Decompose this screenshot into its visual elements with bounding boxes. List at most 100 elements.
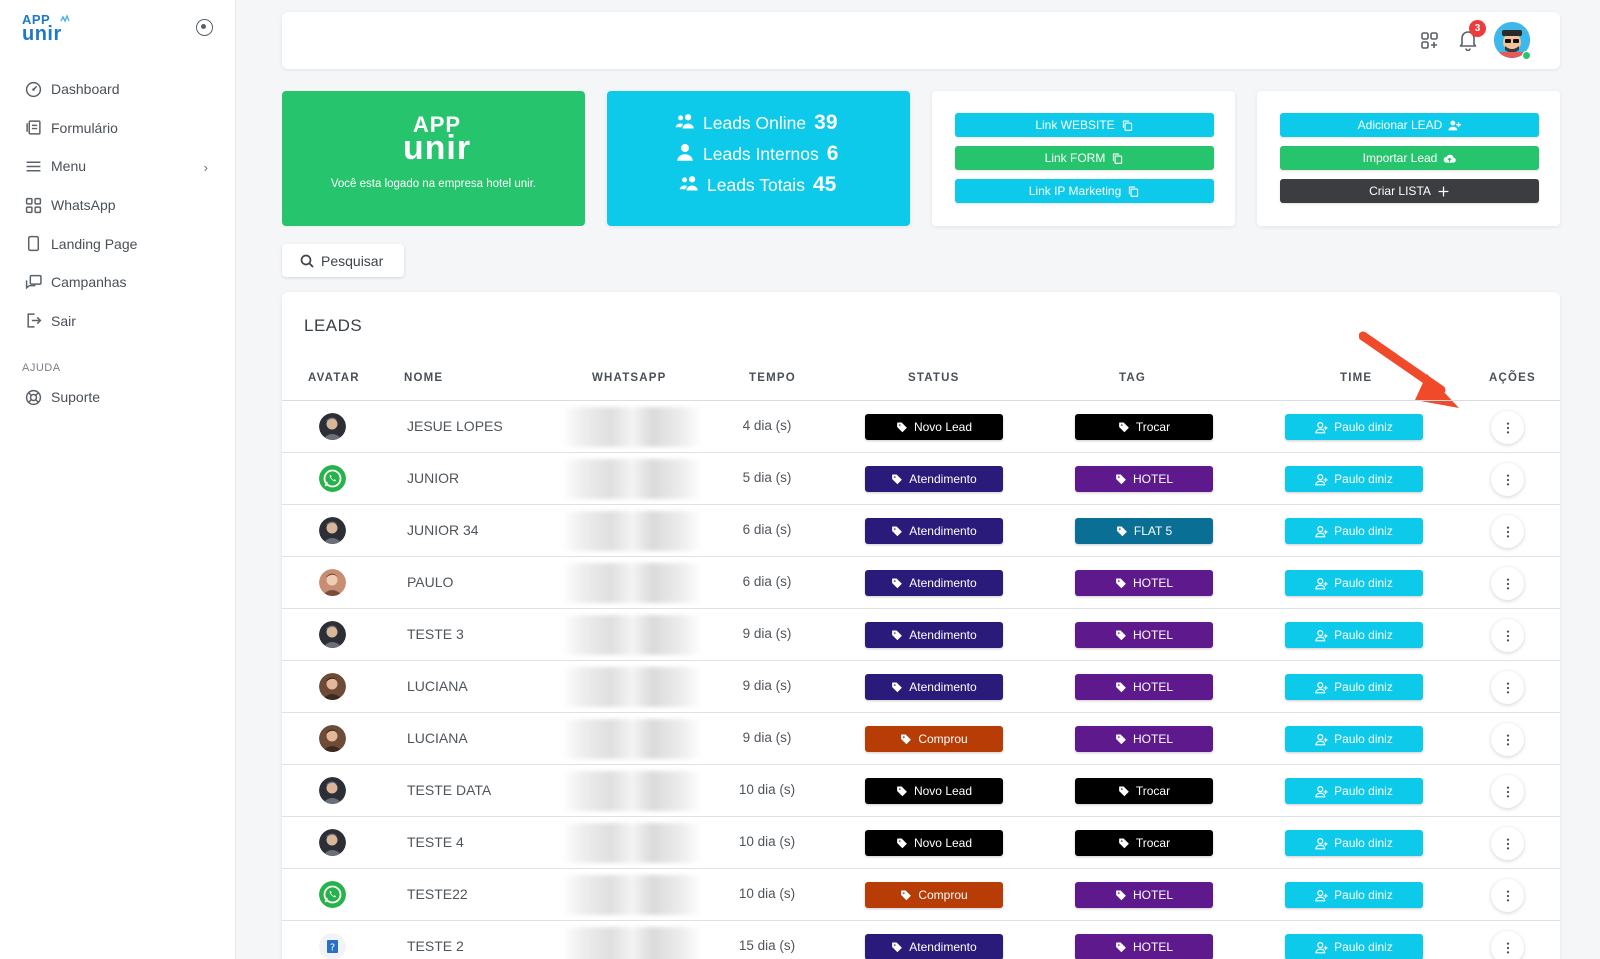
tag-badge[interactable]: HOTEL bbox=[1075, 674, 1213, 700]
team-button[interactable]: Paulo diniz bbox=[1285, 622, 1423, 648]
table-row[interactable]: LUCIANA 9 dia (s) Comprou HOTEL Paulo diniz bbox=[282, 713, 1560, 765]
logo-wave-icon bbox=[60, 14, 70, 23]
tag-badge[interactable]: HOTEL bbox=[1075, 570, 1213, 596]
status-badge[interactable]: Novo Lead bbox=[865, 830, 1003, 856]
table-row[interactable]: JUNIOR 34 6 dia (s) Atendimento FLAT 5 Paulo… bbox=[282, 505, 1560, 557]
team-button[interactable]: Paulo diniz bbox=[1285, 570, 1423, 596]
table-row[interactable]: ? TESTE 2 15 dia (s) Atendimento HOTEL Paulo… bbox=[282, 921, 1560, 959]
team-button[interactable]: Paulo diniz bbox=[1285, 778, 1423, 804]
sidebar-item-dashboard[interactable]: Dashboard bbox=[0, 70, 236, 109]
tag-badge[interactable]: HOTEL bbox=[1075, 934, 1213, 959]
tag-badge[interactable]: FLAT 5 bbox=[1075, 518, 1213, 544]
team-button[interactable]: Paulo diniz bbox=[1285, 830, 1423, 856]
sidebar-nav: Dashboard Formulário Menu › WhatsApp Landing … bbox=[0, 70, 236, 417]
row-actions-button[interactable] bbox=[1491, 671, 1524, 704]
row-actions-button[interactable] bbox=[1491, 515, 1524, 548]
user-photo-avatar bbox=[319, 569, 346, 596]
sidebar-item-sair[interactable]: Sair bbox=[0, 302, 236, 341]
row-actions-button[interactable] bbox=[1491, 827, 1524, 860]
search-button-label: Pesquisar bbox=[321, 252, 384, 269]
sidebar-item-formul-rio[interactable]: Formulário bbox=[0, 109, 236, 148]
status-badge[interactable]: Atendimento bbox=[865, 570, 1003, 596]
lead-avatar bbox=[319, 621, 346, 648]
tag-label: HOTEL bbox=[1132, 732, 1173, 746]
tag-badge[interactable]: Trocar bbox=[1075, 830, 1213, 856]
user-photo-avatar bbox=[319, 621, 346, 648]
lead-tempo: 10 dia (s) bbox=[738, 782, 796, 797]
status-badge[interactable]: Comprou bbox=[865, 882, 1003, 908]
status-badge[interactable]: Atendimento bbox=[865, 518, 1003, 544]
team-label: Paulo diniz bbox=[1334, 472, 1393, 486]
search-button[interactable]: Pesquisar bbox=[282, 244, 404, 277]
users-icon-wrap bbox=[679, 173, 699, 198]
tag-badge[interactable]: Trocar bbox=[1075, 778, 1213, 804]
team-button[interactable]: Paulo diniz bbox=[1285, 934, 1423, 959]
company-logo: APP unir bbox=[392, 114, 482, 166]
status-badge[interactable]: Atendimento bbox=[865, 622, 1003, 648]
row-actions-button[interactable] bbox=[1491, 463, 1524, 496]
actions-button-1[interactable]: Importar Lead bbox=[1280, 146, 1539, 170]
row-actions-button[interactable] bbox=[1491, 775, 1524, 808]
table-row[interactable]: LUCIANA 9 dia (s) Atendimento HOTEL Paulo di… bbox=[282, 661, 1560, 713]
app-logo[interactable]: APP unir bbox=[22, 13, 78, 44]
sidebar-item-whatsapp[interactable]: WhatsApp bbox=[0, 186, 236, 225]
team-button[interactable]: Paulo diniz bbox=[1285, 466, 1423, 492]
team-button[interactable]: Paulo diniz bbox=[1285, 414, 1423, 440]
tag-badge[interactable]: HOTEL bbox=[1075, 622, 1213, 648]
row-actions-button[interactable] bbox=[1491, 931, 1524, 959]
table-row[interactable]: JUNIOR 5 dia (s) Atendimento HOTEL Paulo din… bbox=[282, 453, 1560, 505]
team-label: Paulo diniz bbox=[1334, 628, 1393, 642]
status-badge[interactable]: Atendimento bbox=[865, 934, 1003, 959]
apps-add-icon[interactable] bbox=[1420, 31, 1440, 51]
tag-badge[interactable]: HOTEL bbox=[1075, 882, 1213, 908]
table-row[interactable]: JESUE LOPES 4 dia (s) Novo Lead Trocar Paulo… bbox=[282, 401, 1560, 453]
links-button-0[interactable]: Link WEBSITE bbox=[955, 113, 1214, 137]
sidebar-item-menu[interactable]: Menu › bbox=[0, 147, 236, 186]
status-badge[interactable]: Comprou bbox=[865, 726, 1003, 752]
row-actions-button[interactable] bbox=[1491, 567, 1524, 600]
logout-icon-wrap bbox=[24, 312, 42, 330]
team-button[interactable]: Paulo diniz bbox=[1285, 882, 1423, 908]
tag-label: HOTEL bbox=[1132, 576, 1173, 590]
table-row[interactable]: TESTE 4 10 dia (s) Novo Lead Trocar Paulo di… bbox=[282, 817, 1560, 869]
sidebar-item-suporte[interactable]: Suporte bbox=[0, 378, 236, 417]
status-badge[interactable]: Atendimento bbox=[865, 466, 1003, 492]
team-button[interactable]: Paulo diniz bbox=[1285, 674, 1423, 700]
team-button[interactable]: Paulo diniz bbox=[1285, 518, 1423, 544]
actions-button-2[interactable]: Criar LISTA bbox=[1280, 179, 1539, 203]
lead-avatar bbox=[319, 413, 346, 440]
online-status-dot bbox=[1522, 51, 1531, 60]
links-button-1[interactable]: Link FORM bbox=[955, 146, 1214, 170]
row-actions-button[interactable] bbox=[1491, 723, 1524, 756]
tag-icon bbox=[892, 474, 903, 485]
actions-button-0[interactable]: Adicionar LEAD bbox=[1280, 113, 1539, 137]
table-row[interactable]: TESTE22 10 dia (s) Comprou HOTEL Paulo diniz bbox=[282, 869, 1560, 921]
row-actions-button[interactable] bbox=[1491, 411, 1524, 444]
whatsapp-number-redacted bbox=[562, 823, 702, 863]
user-avatar[interactable] bbox=[1494, 22, 1530, 58]
table-row[interactable]: PAULO 6 dia (s) Atendimento HOTEL Paulo dini… bbox=[282, 557, 1560, 609]
status-badge[interactable]: Novo Lead bbox=[865, 414, 1003, 440]
sidebar-collapse-button[interactable] bbox=[196, 19, 213, 36]
table-row[interactable]: TESTE 3 9 dia (s) Atendimento HOTEL Paulo di… bbox=[282, 609, 1560, 661]
users-icon-wrap bbox=[675, 111, 695, 136]
notification-badge: 3 bbox=[1469, 20, 1486, 37]
leads-stat-0: Leads Online 39 bbox=[675, 111, 838, 136]
table-row[interactable]: TESTE DATA 10 dia (s) Novo Lead Trocar Paulo… bbox=[282, 765, 1560, 817]
user-photo-avatar bbox=[319, 673, 346, 700]
links-button-2[interactable]: Link IP Marketing bbox=[955, 179, 1214, 203]
actions-card: Adicionar LEAD Importar Lead Criar LISTA bbox=[1257, 91, 1560, 226]
sidebar-item-campanhas[interactable]: Campanhas bbox=[0, 263, 236, 302]
kebab-icon bbox=[1506, 681, 1509, 694]
row-actions-button[interactable] bbox=[1491, 879, 1524, 912]
tag-badge[interactable]: HOTEL bbox=[1075, 466, 1213, 492]
lead-name: TESTE DATA bbox=[407, 782, 492, 798]
team-user-icon bbox=[1315, 473, 1328, 485]
status-badge[interactable]: Atendimento bbox=[865, 674, 1003, 700]
team-button[interactable]: Paulo diniz bbox=[1285, 726, 1423, 752]
tag-badge[interactable]: HOTEL bbox=[1075, 726, 1213, 752]
sidebar-item-landing-page[interactable]: Landing Page bbox=[0, 224, 236, 263]
row-actions-button[interactable] bbox=[1491, 619, 1524, 652]
status-badge[interactable]: Novo Lead bbox=[865, 778, 1003, 804]
tag-badge[interactable]: Trocar bbox=[1075, 414, 1213, 440]
